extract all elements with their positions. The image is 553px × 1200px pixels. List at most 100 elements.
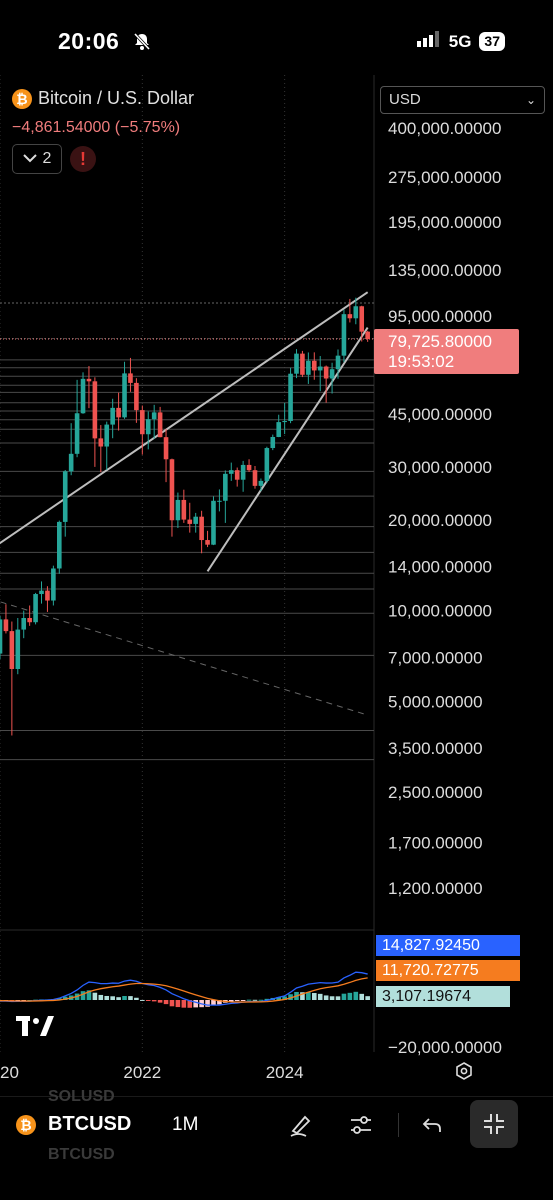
- bitcoin-icon: ₿: [16, 1115, 36, 1135]
- candle-body: [134, 382, 139, 411]
- candle-body: [157, 412, 163, 438]
- macd-histogram-bar: [92, 992, 98, 1000]
- y-tick-label: 10,000.00000: [388, 602, 492, 621]
- macd-histogram-bar: [240, 1000, 246, 1001]
- macd-histogram-bar: [169, 1000, 175, 1007]
- macd-histogram-bar: [323, 995, 329, 1000]
- candle-body: [3, 619, 9, 632]
- macd-histogram-bar: [347, 992, 353, 1000]
- macd-histogram-bar: [57, 998, 62, 1000]
- candle-body: [51, 568, 56, 601]
- trendline: [0, 601, 368, 716]
- macd-histogram-bar: [359, 993, 365, 1000]
- macd-histogram-bar: [151, 1000, 157, 1002]
- macd-histogram-bar: [122, 996, 127, 1000]
- candle-body: [175, 499, 181, 521]
- macd-histogram-bar: [175, 1000, 181, 1008]
- macd-histogram-bar: [211, 1000, 216, 1006]
- macd-histogram-bar: [353, 991, 359, 1000]
- signal-value-tag: 11,720.72775: [376, 960, 520, 981]
- candle-body: [116, 407, 121, 418]
- candle-body: [335, 355, 341, 370]
- macd-histogram-bar: [282, 996, 287, 1000]
- macd-histogram-bar: [228, 1000, 234, 1002]
- macd-histogram-bar: [317, 993, 323, 1000]
- indicator-settings-icon[interactable]: [344, 1108, 378, 1142]
- y-tick-label: 1,200.00000: [388, 879, 483, 898]
- candle-body: [311, 360, 317, 371]
- macd-histogram-bar: [80, 991, 86, 1000]
- alert-icon[interactable]: !: [70, 146, 96, 172]
- macd-histogram-bar: [217, 1000, 222, 1005]
- macd-histogram-bar: [335, 996, 341, 1000]
- bar-countdown: 19:53:02: [388, 352, 455, 371]
- macd-histogram-bar: [252, 999, 258, 1001]
- candle-body: [359, 306, 365, 332]
- macd-histogram-bar: [193, 1000, 198, 1008]
- symbol-button[interactable]: BTCUSD: [48, 1113, 132, 1135]
- candle-body: [74, 413, 80, 454]
- candle-body: [33, 594, 38, 623]
- undo-icon[interactable]: [415, 1108, 449, 1142]
- candle-body: [240, 464, 246, 480]
- candle-body: [181, 499, 187, 520]
- candle-body: [110, 407, 115, 425]
- indicator-count: 2: [42, 150, 52, 167]
- interval-button[interactable]: 1M: [172, 1114, 199, 1135]
- y-tick-label: 2,500.00000: [388, 783, 483, 802]
- chevron-down-icon: [22, 150, 37, 168]
- macd-histogram-bar: [86, 990, 92, 1000]
- candle-body: [276, 422, 282, 437]
- candle-body: [211, 500, 216, 545]
- candle-body: [282, 421, 287, 423]
- macd-histogram-bar: [134, 997, 139, 1000]
- chart-title[interactable]: ₿ Bitcoin / U.S. Dollar: [12, 88, 194, 109]
- candle-body: [0, 619, 3, 654]
- candle-body: [288, 373, 293, 422]
- candle-body: [347, 314, 353, 319]
- currency-select[interactable]: USD ⌄: [380, 86, 545, 114]
- macd-histogram-bar: [163, 1000, 169, 1005]
- macd-histogram-bar: [116, 997, 121, 1000]
- candle-body: [300, 353, 305, 375]
- macd-histogram-bar: [306, 992, 311, 1000]
- histogram-value-tag: 3,107.19674: [376, 986, 510, 1007]
- status-time: 20:06: [58, 28, 120, 54]
- candle-body: [57, 521, 62, 569]
- mute-icon: [132, 31, 152, 56]
- macd-histogram-bar: [246, 999, 252, 1001]
- macd-histogram-bar: [329, 996, 335, 1000]
- y-tick-label: 3,500.00000: [388, 739, 483, 758]
- toolbar-separator: [398, 1113, 399, 1137]
- trendline: [0, 291, 369, 545]
- indicators-toggle[interactable]: 2: [12, 144, 62, 174]
- macd-histogram-bar: [128, 996, 133, 1000]
- drawing-tool-icon[interactable]: [284, 1108, 318, 1142]
- candle-body: [104, 424, 110, 447]
- price-change: −4,861.54000 (−5.75%): [12, 119, 181, 136]
- candle-body: [341, 314, 347, 356]
- y-tick-label: 30,000.00000: [388, 458, 492, 477]
- y-tick-label: 14,000.00000: [388, 558, 492, 577]
- macd-value-tag: 14,827.92450: [376, 935, 520, 956]
- candle-body: [294, 353, 299, 374]
- trendline: [206, 327, 369, 572]
- chevron-down-icon: ⌄: [525, 93, 536, 107]
- macd-histogram-bar: [258, 999, 264, 1001]
- candle-body: [329, 369, 335, 379]
- candle-body: [140, 410, 145, 435]
- macd-histogram-bar: [181, 1000, 187, 1008]
- candle-body: [252, 470, 258, 486]
- candle-body: [9, 631, 15, 669]
- candle-body: [234, 470, 240, 480]
- candle-body: [223, 473, 228, 501]
- exit-fullscreen-button[interactable]: [470, 1100, 518, 1148]
- candle-body: [246, 464, 252, 471]
- price-chart[interactable]: 400,000.00000 275,000.00000 195,000.00000 1…: [0, 0, 553, 1100]
- y-tick-label: 1,700.00000: [388, 833, 483, 852]
- x-tick-label: 2024: [266, 1063, 304, 1082]
- chart-settings-icon[interactable]: [455, 1062, 473, 1080]
- ghost-symbol-above: SOLUSD: [48, 1088, 115, 1105]
- y-tick-label: 400,000.00000: [388, 119, 501, 138]
- candle-body: [258, 480, 264, 486]
